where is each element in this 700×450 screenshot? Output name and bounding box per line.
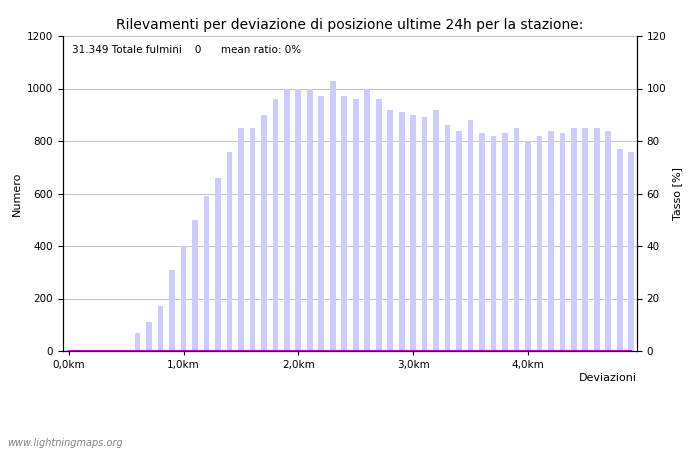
- Bar: [491, 136, 496, 351]
- Text: www.lightningmaps.org: www.lightningmaps.org: [7, 438, 122, 448]
- Bar: [525, 141, 531, 351]
- Bar: [204, 196, 209, 351]
- Bar: [582, 128, 588, 351]
- Bar: [158, 306, 163, 351]
- Bar: [227, 152, 232, 351]
- Title: Rilevamenti per deviazione di posizione ultime 24h per la stazione:: Rilevamenti per deviazione di posizione …: [116, 18, 584, 32]
- Bar: [421, 117, 428, 351]
- Bar: [192, 220, 198, 351]
- Bar: [514, 128, 519, 351]
- Bar: [387, 109, 393, 351]
- Bar: [536, 136, 542, 351]
- Bar: [571, 128, 577, 351]
- Bar: [318, 96, 324, 351]
- Bar: [146, 322, 152, 351]
- Bar: [295, 89, 301, 351]
- Bar: [181, 246, 186, 351]
- Bar: [353, 99, 358, 351]
- Bar: [410, 115, 416, 351]
- Bar: [399, 112, 405, 351]
- Bar: [272, 99, 279, 351]
- Bar: [433, 109, 439, 351]
- Bar: [468, 120, 473, 351]
- Bar: [559, 133, 566, 351]
- Bar: [284, 89, 290, 351]
- Y-axis label: Numero: Numero: [11, 171, 22, 216]
- Bar: [330, 81, 336, 351]
- Bar: [342, 96, 347, 351]
- Bar: [238, 128, 244, 351]
- Bar: [215, 178, 221, 351]
- Bar: [629, 152, 634, 351]
- Bar: [594, 128, 600, 351]
- Bar: [365, 89, 370, 351]
- Bar: [169, 270, 175, 351]
- Bar: [617, 149, 623, 351]
- Bar: [606, 130, 611, 351]
- Y-axis label: Tasso [%]: Tasso [%]: [672, 167, 682, 220]
- Bar: [479, 133, 485, 351]
- Text: Deviazioni: Deviazioni: [579, 373, 637, 383]
- Text: 31.349 Totale fulmini    0      mean ratio: 0%: 31.349 Totale fulmini 0 mean ratio: 0%: [71, 45, 301, 55]
- Bar: [444, 125, 451, 351]
- Bar: [502, 133, 508, 351]
- Bar: [66, 350, 71, 351]
- Bar: [376, 99, 382, 351]
- Bar: [134, 333, 141, 351]
- Bar: [250, 128, 255, 351]
- Bar: [307, 89, 313, 351]
- Bar: [548, 130, 554, 351]
- Bar: [456, 130, 462, 351]
- Bar: [261, 115, 267, 351]
